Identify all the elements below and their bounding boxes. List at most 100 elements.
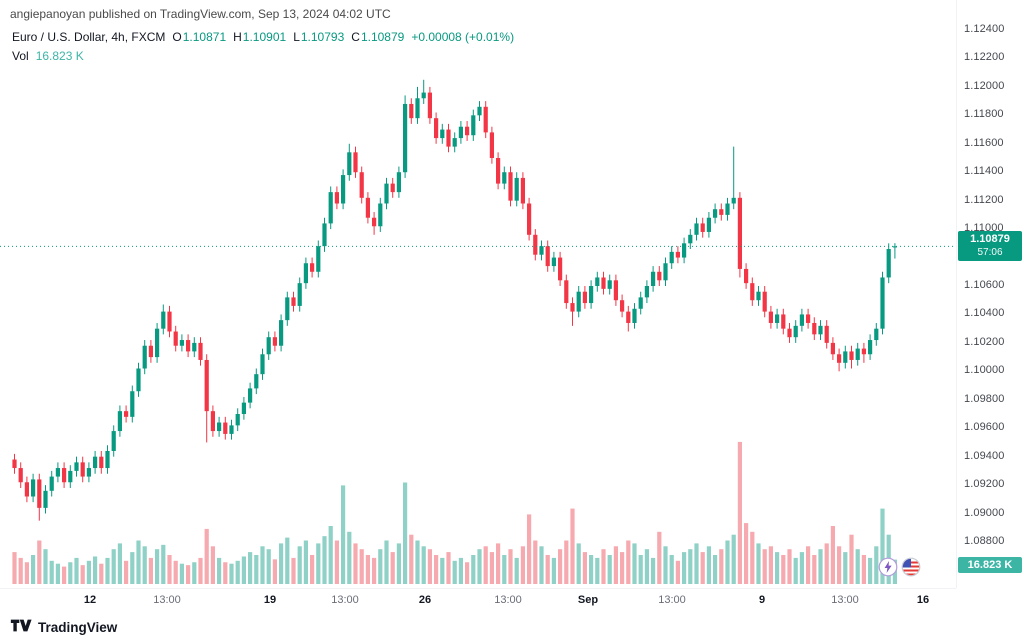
volume-label[interactable]: Vol bbox=[12, 48, 29, 63]
volume-bar bbox=[874, 546, 879, 584]
current-price-badge: 1.10879 57:06 bbox=[958, 231, 1022, 262]
volume-bar bbox=[124, 560, 129, 584]
volume-bar bbox=[620, 552, 625, 584]
volume-bar bbox=[148, 557, 153, 584]
time-axis[interactable]: 12 13:00 19 13:00 26 13:00 Sep 13:00 9 13:00 16 bbox=[0, 588, 956, 615]
candle-body bbox=[285, 297, 290, 321]
volume-bar bbox=[496, 543, 501, 584]
candle-body bbox=[161, 311, 166, 329]
volume-bar bbox=[843, 552, 848, 584]
volume-bar bbox=[161, 544, 166, 584]
volume-bar bbox=[204, 528, 209, 584]
candle-body bbox=[651, 271, 656, 286]
ohlc-open: O 1.10871 bbox=[172, 29, 227, 44]
brand-wordmark: TradingView bbox=[38, 619, 118, 635]
candle-body bbox=[99, 456, 104, 469]
volume-bar bbox=[117, 543, 122, 584]
volume-bar bbox=[155, 549, 160, 584]
time-axis-label: 13:00 bbox=[494, 594, 522, 606]
candle-body bbox=[886, 249, 891, 278]
candle-body bbox=[353, 152, 358, 173]
volume-bar bbox=[279, 543, 284, 584]
candle-body bbox=[142, 345, 147, 369]
candle-body bbox=[595, 277, 600, 286]
candle-body bbox=[744, 268, 749, 284]
volume-bar bbox=[688, 549, 693, 584]
price-axis-label: 1.12200 bbox=[964, 51, 1005, 64]
volume-bar bbox=[682, 552, 687, 584]
candle-body bbox=[31, 479, 36, 497]
volume-bar bbox=[334, 540, 339, 584]
volume-bar bbox=[471, 555, 476, 584]
volume-bar bbox=[601, 549, 606, 584]
candle-body bbox=[713, 209, 718, 218]
price-axis-label: 1.11600 bbox=[964, 136, 1004, 149]
time-axis-label: 19 bbox=[263, 594, 277, 606]
time-axis-label: 26 bbox=[418, 594, 432, 606]
candle-body bbox=[452, 138, 457, 147]
price-axis-label: 1.11200 bbox=[964, 193, 1004, 206]
candle-body bbox=[874, 328, 879, 341]
price-axis-label: 1.12400 bbox=[964, 23, 1005, 35]
volume-bar bbox=[192, 562, 197, 584]
volume-bar bbox=[18, 557, 23, 584]
volume-bar bbox=[384, 540, 389, 584]
time-axis-label: 9 bbox=[758, 594, 766, 606]
candle-body bbox=[130, 391, 135, 417]
candle-body bbox=[892, 246, 897, 248]
candle-body bbox=[793, 325, 798, 338]
candle-body bbox=[192, 342, 197, 352]
volume-bar bbox=[248, 552, 253, 584]
candle-body bbox=[514, 177, 519, 201]
candle-body bbox=[781, 314, 786, 329]
candle-body bbox=[415, 98, 420, 119]
candle-body bbox=[279, 320, 284, 346]
symbol-title[interactable]: Euro / U.S. Dollar, 4h, FXCM bbox=[12, 29, 166, 44]
volume-bar bbox=[632, 543, 637, 584]
candle-body bbox=[496, 158, 501, 184]
volume-bar bbox=[508, 549, 513, 584]
volume-bar bbox=[750, 531, 755, 584]
volume-bar bbox=[607, 555, 612, 584]
candle-body bbox=[229, 425, 234, 434]
candle-body bbox=[347, 152, 352, 176]
price-axis[interactable]: 1.10879 57:06 16.823 K 1.12400 1.12200 1.1… bbox=[956, 0, 1024, 588]
volume-bar bbox=[446, 552, 451, 584]
candle-body bbox=[638, 297, 643, 309]
time-axis-label: Sep bbox=[577, 594, 599, 606]
volume-bar bbox=[849, 534, 854, 584]
price-axis-label: 1.10600 bbox=[964, 279, 1005, 291]
boost-lightning-icon[interactable] bbox=[878, 557, 898, 577]
volume-bar bbox=[365, 555, 370, 584]
candlestick-volume-chart[interactable] bbox=[0, 0, 956, 588]
candle-body bbox=[68, 470, 73, 483]
candle-body bbox=[136, 368, 141, 392]
candle-body bbox=[124, 411, 129, 417]
volume-bar bbox=[31, 555, 36, 584]
volume-bar bbox=[105, 557, 110, 584]
candle-body bbox=[223, 422, 228, 434]
volume-bar bbox=[99, 563, 104, 584]
volume-bar bbox=[217, 557, 222, 584]
volume-bar bbox=[341, 485, 346, 584]
attribution-text: angiepanoyan published on TradingView.co… bbox=[10, 7, 391, 21]
candle-body bbox=[768, 311, 773, 323]
candle-body bbox=[384, 183, 389, 204]
candle-body bbox=[86, 468, 91, 477]
reaction-buttons[interactable] bbox=[878, 557, 921, 577]
candle-body bbox=[303, 263, 308, 284]
volume-bar bbox=[415, 540, 420, 584]
candle-body bbox=[706, 217, 711, 232]
volume-bar bbox=[291, 557, 296, 584]
candle-body bbox=[737, 197, 742, 269]
volume-bar bbox=[409, 534, 414, 584]
candle-body bbox=[589, 286, 594, 304]
tradingview-brand[interactable]: TradingView bbox=[10, 618, 117, 636]
flag-badge-icon[interactable] bbox=[901, 557, 921, 577]
candle-body bbox=[396, 172, 401, 193]
candle-body bbox=[849, 351, 854, 360]
